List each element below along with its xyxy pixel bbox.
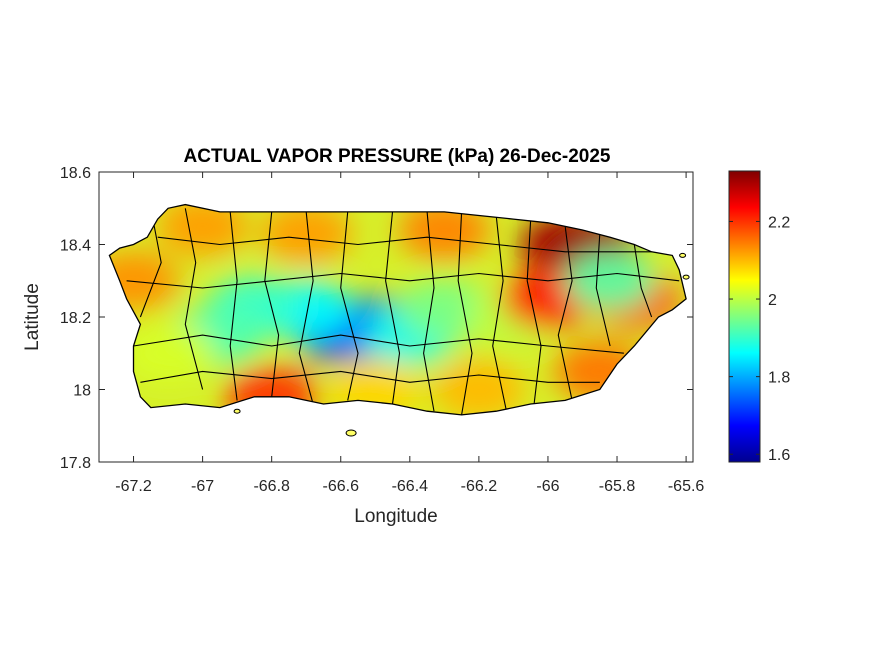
islet bbox=[345, 429, 357, 437]
x-tick-label: -66.4 bbox=[392, 478, 429, 495]
municipal-boundary bbox=[526, 219, 542, 405]
field-sample bbox=[260, 204, 353, 264]
municipal-boundary bbox=[557, 226, 573, 401]
vapor-pressure-field bbox=[109, 204, 687, 415]
colorbar-tick-label: 2 bbox=[768, 292, 777, 309]
x-tick-label: -65.8 bbox=[599, 478, 636, 495]
municipal-boundary bbox=[139, 208, 162, 318]
municipal-boundary bbox=[385, 211, 401, 405]
y-tick-label: 18.6 bbox=[60, 165, 91, 182]
islet bbox=[679, 252, 687, 258]
x-tick-label: -66.2 bbox=[461, 478, 498, 495]
municipal-boundary bbox=[633, 244, 653, 318]
colorbar-gradient bbox=[728, 170, 761, 463]
field-sample bbox=[564, 250, 657, 311]
municipal-boundary bbox=[126, 272, 680, 289]
municipal-boundary bbox=[140, 370, 600, 383]
islet bbox=[233, 408, 241, 414]
municipal-boundary bbox=[423, 211, 435, 412]
municipal-boundary bbox=[340, 211, 359, 401]
x-tick-label: -67 bbox=[191, 478, 214, 495]
municipal-boundary bbox=[492, 215, 508, 412]
municipal-boundary bbox=[184, 208, 204, 390]
x-tick-label: -66 bbox=[536, 478, 559, 495]
field-sample bbox=[398, 279, 491, 340]
municipal-boundary bbox=[229, 211, 238, 401]
colorbar: 1.6 1.8 2 2.2 bbox=[728, 170, 790, 464]
x-tick-label: -67.2 bbox=[115, 478, 152, 495]
y-axis: 17.8 18 18.2 18.4 18.6 bbox=[60, 165, 693, 472]
colorbar-ticks: 1.6 1.8 2 2.2 bbox=[729, 214, 790, 464]
colorbar-tick-label: 1.6 bbox=[768, 447, 790, 464]
municipal-boundary bbox=[133, 334, 624, 354]
y-tick-label: 18.4 bbox=[60, 238, 91, 255]
y-tick-label: 17.8 bbox=[60, 455, 91, 472]
y-tick-label: 18.2 bbox=[60, 310, 91, 327]
municipal-boundaries bbox=[126, 208, 680, 415]
x-axis: -67.2 -67 -66.8 -66.6 -66.4 -66.2 -66 -65.8 -65.… bbox=[115, 172, 704, 495]
offshore-islets bbox=[233, 252, 690, 437]
map-layer bbox=[108, 203, 690, 437]
municipal-boundary bbox=[157, 236, 652, 253]
field-sample bbox=[432, 359, 525, 415]
y-tick-label: 18 bbox=[73, 383, 91, 400]
island-outline bbox=[108, 203, 687, 416]
x-tick-label: -66.8 bbox=[253, 478, 290, 495]
islet bbox=[682, 274, 690, 280]
field-sample bbox=[398, 204, 491, 260]
colorbar-tick-label: 1.8 bbox=[768, 370, 790, 387]
municipal-boundary bbox=[457, 211, 473, 415]
map-title: ACTUAL VAPOR PRESSURE (kPa) 26-Dec-2025 bbox=[184, 146, 611, 167]
municipal-boundary bbox=[298, 211, 314, 405]
colorbar-tick-label: 2.2 bbox=[768, 214, 790, 231]
municipal-boundary bbox=[264, 211, 280, 397]
x-axis-title: Longitude bbox=[354, 506, 437, 527]
x-tick-label: -65.6 bbox=[668, 478, 705, 495]
y-axis-title: Latitude bbox=[22, 283, 43, 351]
field-blobs bbox=[109, 204, 681, 415]
field-sample bbox=[122, 323, 215, 384]
x-tick-label: -66.6 bbox=[323, 478, 360, 495]
